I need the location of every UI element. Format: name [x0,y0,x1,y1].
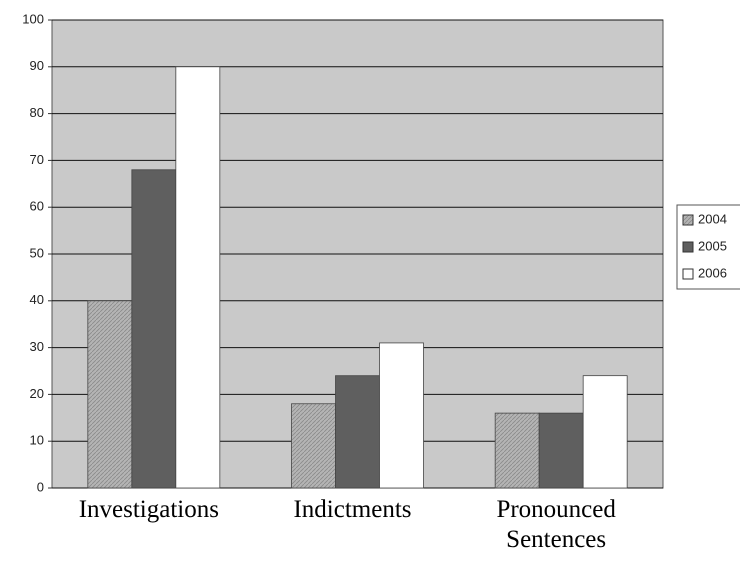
y-tick-label: 20 [30,386,44,401]
y-tick-label: 90 [30,58,44,73]
bar [131,169,177,489]
y-tick-label: 40 [30,292,44,307]
x-tick-label: Investigations [78,496,219,523]
x-tick-label: Pronounced Sentences [496,496,616,553]
y-tick-label: 60 [30,199,44,214]
x-tick-label: Indictments [293,496,412,523]
legend-swatch [682,214,694,226]
y-tick-label: 80 [30,105,44,120]
y-tick-label: 30 [30,339,44,354]
bar [582,375,628,489]
legend-label: 2006 [698,265,727,280]
bar [291,403,336,489]
bar [379,342,424,489]
y-tick-label: 0 [37,479,44,494]
bar [494,412,540,489]
legend-label: 2005 [698,238,727,253]
legend-swatch [682,241,694,253]
bar [335,375,380,489]
bar [175,66,221,489]
bar [538,412,584,489]
y-tick-label: 100 [22,11,44,26]
y-tick-label: 70 [30,152,44,167]
y-tick-label: 10 [30,433,44,448]
legend-swatch [682,268,694,280]
bar [87,300,133,489]
y-tick-label: 50 [30,245,44,260]
legend-label: 2004 [698,211,727,226]
